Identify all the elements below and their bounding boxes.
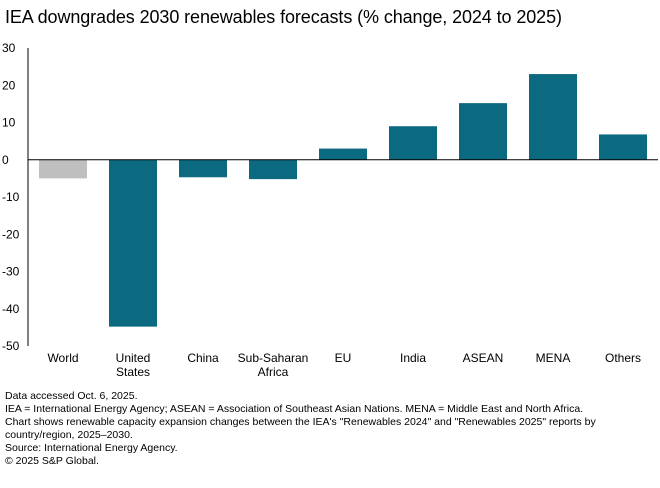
bar-asean — [459, 103, 507, 160]
bar-india — [389, 126, 437, 160]
bars — [39, 74, 647, 327]
x-tick-label: United States — [116, 351, 151, 379]
note-copyright: © 2025 S&P Global. — [5, 455, 99, 467]
y-tick-label: -50 — [2, 339, 20, 353]
bar-others — [599, 134, 647, 160]
chart-title: IEA downgrades 2030 renewables forecasts… — [5, 7, 562, 27]
note-source: Source: International Energy Agency. — [5, 442, 178, 454]
y-tick-label: 10 — [2, 116, 16, 130]
bar-eu — [319, 148, 367, 160]
y-axis: 30 20 10 0 -10 -20 -30 -40 -50 — [2, 41, 20, 353]
note-abbreviations: IEA = International Energy Agency; ASEAN… — [5, 403, 584, 415]
x-tick-label: World — [47, 351, 78, 365]
x-tick-label: India — [400, 351, 426, 365]
y-tick-label: -10 — [2, 190, 20, 204]
x-tick-label: Others — [605, 351, 641, 365]
bar-mena — [529, 74, 577, 160]
x-axis-labels: World United States China Sub-Saharan Africa E… — [47, 351, 641, 379]
y-tick-label: 30 — [2, 41, 16, 55]
chart-notes: Data accessed Oct. 6, 2025. IEA = Intern… — [5, 390, 655, 468]
y-tick-label: -40 — [2, 302, 20, 316]
note-description: Chart shows renewable capacity expansion… — [5, 416, 596, 441]
bar-china — [179, 159, 227, 178]
y-tick-label: -30 — [2, 265, 20, 279]
bar-world — [39, 159, 87, 179]
x-tick-label: MENA — [536, 351, 571, 365]
x-tick-label: EU — [335, 351, 352, 365]
x-tick-label: Sub-Saharan Africa — [238, 351, 309, 379]
bar-united-states — [109, 159, 157, 327]
bar-chart: 30 20 10 0 -10 -20 -30 -40 -50 World United States… — [2, 41, 658, 379]
bar-sub-saharan-africa — [249, 159, 297, 180]
y-tick-label: 20 — [2, 78, 16, 92]
x-tick-label: ASEAN — [463, 351, 504, 365]
y-tick-label: 0 — [2, 153, 9, 167]
y-tick-label: -20 — [2, 227, 20, 241]
note-data-accessed: Data accessed Oct. 6, 2025. — [5, 390, 138, 402]
x-tick-label: China — [187, 351, 219, 365]
